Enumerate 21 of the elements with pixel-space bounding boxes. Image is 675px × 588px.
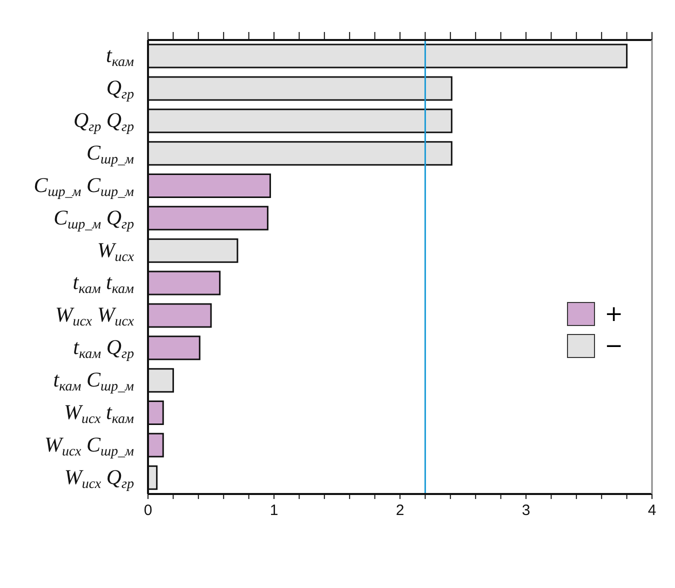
x-tick-label: 3 — [522, 502, 530, 519]
y-tick-label: W$_{исх}$ C$_{шр_м}$ — [44, 432, 134, 459]
x-tick-label: 0 — [144, 502, 152, 519]
x-tick-label: 2 — [396, 502, 404, 519]
y-tick-label: Q$_{гр}$ — [106, 76, 134, 102]
y-tick-label: C$_{шр_м}$ Q$_{гр}$ — [54, 205, 134, 232]
y-tick-label: W$_{исх}$ t$_{кам}$ — [64, 400, 134, 426]
x-tick-label: 4 — [648, 502, 656, 519]
y-tick-label: C$_{шр_м}$ — [86, 140, 134, 167]
y-tick-label: t$_{кам}$ — [106, 43, 134, 70]
y-tick-label: W$_{исх}$ — [97, 238, 135, 264]
y-tick-label: Q$_{гр}$ Q$_{гр}$ — [73, 108, 134, 135]
y-tick-label: C$_{шр_м}$ C$_{шр_м}$ — [34, 172, 134, 200]
y-tick-label: W$_{исх}$ Q$_{гр}$ — [64, 464, 134, 492]
x-tick-label: 1 — [270, 502, 278, 519]
legend-label: − — [604, 334, 623, 358]
y-tick-label: t$_{кам}$ C$_{шр_м}$ — [53, 368, 134, 394]
y-tick-label: t$_{кам}$ Q$_{гр}$ — [73, 335, 134, 362]
y-tick-label: t$_{кам}$ t$_{кам}$ — [72, 270, 134, 297]
y-tick-label: W$_{исх}$ W$_{исх}$ — [55, 302, 135, 330]
legend-label: + — [604, 302, 623, 326]
